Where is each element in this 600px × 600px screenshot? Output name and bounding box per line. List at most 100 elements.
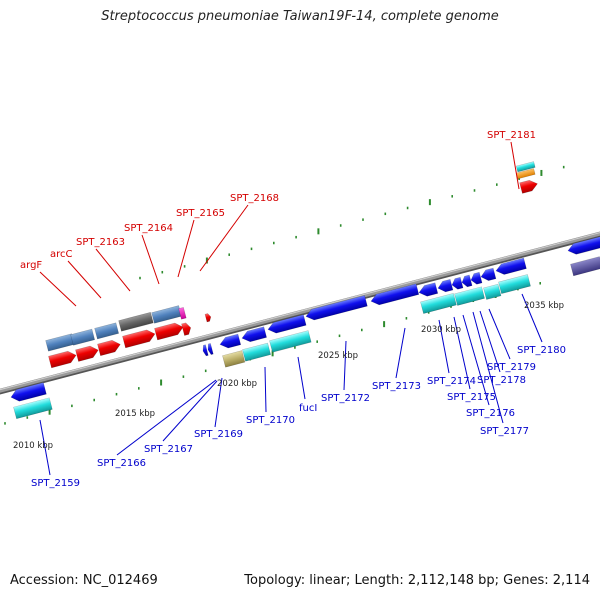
gene-arrow [151,305,182,324]
scale-label: 2025 kbp [318,351,358,361]
gene-shape [75,345,99,362]
gene-arrow [470,271,483,285]
gene-arrow [122,329,156,349]
gene-arrow [241,326,267,343]
gene-shape [97,340,121,357]
gene-shape [305,295,368,321]
leader-line [343,340,347,391]
gene-arrow [181,322,192,336]
backbone-line [0,231,600,393]
gene-shape [204,313,212,323]
gene-shape [418,282,439,297]
leader-line [521,293,543,343]
scale-label: 2020 kbp [217,379,257,389]
gene-shape [178,307,187,320]
gene-arrow [483,283,502,300]
gene-shape [70,328,95,346]
gene-label: SPT_2174 [427,376,476,387]
leader-line [162,380,218,442]
gene-shape [94,322,119,340]
scale-label: 2015 kbp [115,409,155,419]
gene-shape [370,283,420,306]
leader-line [462,314,490,406]
gene-label: SPT_2166 [97,458,146,469]
gene-shape [48,350,77,369]
gene-label: fucI [299,403,317,414]
gene-shape [207,343,214,355]
gene-arrow [480,267,497,281]
gene-shape [498,274,531,294]
gene-arrow [13,397,53,420]
leader-line [488,308,511,360]
scale-label: 2030 kbp [421,325,461,335]
gene-shape [437,279,454,293]
leader-line [39,271,77,307]
gene-label: SPT_2176 [466,408,515,419]
gene-shape [154,322,184,341]
gene-shape [181,322,192,336]
leader-line [264,366,267,413]
gene-arrow [454,286,485,306]
genome-backbone [0,231,600,395]
gene-arrow [118,311,154,332]
leader-line [67,260,102,299]
gene-shape [570,256,600,277]
gene-arrow [242,342,271,362]
gene-arrow [437,279,454,293]
gene-label: argF [20,260,42,271]
gene-arrow [219,333,242,349]
gene-shape [480,267,497,281]
gene-arrow [498,274,531,294]
label-leaders [39,141,543,476]
gene-label: SPT_2169 [194,429,243,440]
gene-arrow [461,274,473,288]
gene-label: SPT_2168 [230,193,279,204]
gene-arrow [202,344,209,357]
scale-labels: 2010 kbp 2015 kbp 2020 kbp 2025 kbp 2030 kbp… [13,301,564,451]
gene-label: SPT_2170 [246,415,295,426]
genome-title: Streptococcus pneumoniae Taiwan19F-14, c… [101,9,499,24]
gene-shape [267,314,307,334]
genome-stats: Topology: linear; Length: 2,112,148 bp; … [244,573,590,588]
gene-arrow [420,293,457,314]
leader-line [472,311,504,424]
gene-arrow [451,276,464,290]
gene-shape [202,344,209,357]
gene-shape [13,397,53,420]
gene-label: SPT_2180 [517,345,566,356]
leader-line [95,248,131,292]
gene-arrow [70,328,95,346]
gene-label: SPT_2179 [487,362,536,373]
gene-shape [10,382,47,402]
gene-shape [515,161,536,173]
leader-line [177,219,195,278]
gene-arrow [495,257,527,275]
gene-shape [222,350,246,368]
gene-label: SPT_2175 [447,392,496,403]
gene-arrow [94,322,119,340]
gene-arrow [207,343,214,355]
gene-label: arcC [50,249,73,260]
leader-line [116,379,217,456]
gene-shape [495,257,527,275]
gene-label: SPT_2172 [321,393,370,404]
scale-label: 2035 kbp [524,301,564,311]
accession-label: Accession: NC_012469 [10,573,158,588]
leader-line [141,234,160,285]
backbone-highlight [0,232,600,391]
scale-label: 2010 kbp [13,441,53,451]
gene-arrow [570,256,600,277]
gene-label: SPT_2165 [176,208,225,219]
gene-arrow [267,314,307,334]
gene-arrow [204,313,212,323]
gene-shape [483,283,502,300]
gene-label: SPT_2167 [144,444,193,455]
gene-shape [242,342,271,362]
gene-arrow [305,295,368,321]
gene-shape [470,271,483,285]
leader-line [510,141,520,190]
gene-label: SPT_2177 [480,426,529,437]
gene-shape [219,333,242,349]
gene-label: SPT_2163 [76,237,125,248]
gene-arrow [48,350,77,369]
